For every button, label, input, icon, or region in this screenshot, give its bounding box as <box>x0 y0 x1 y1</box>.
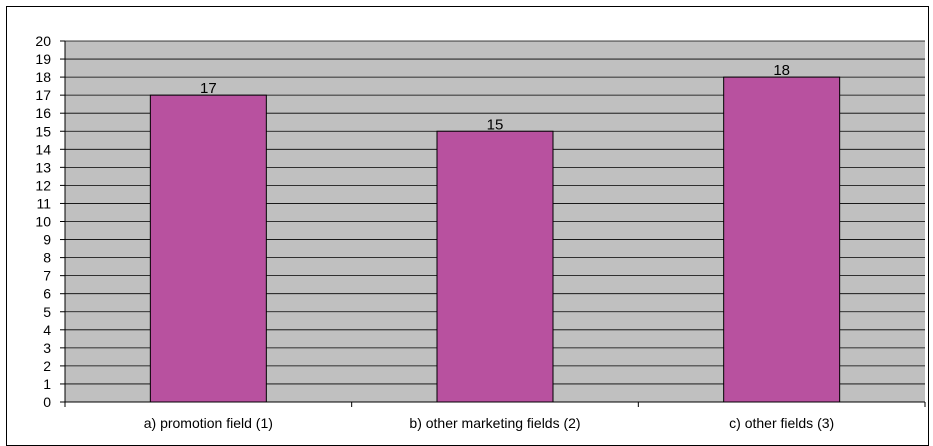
y-tick-label-1: 1 <box>43 376 51 392</box>
y-tick-label-4: 4 <box>43 322 51 338</box>
y-tick-label-2: 2 <box>43 358 51 374</box>
y-tick-label-11: 11 <box>36 195 51 211</box>
x-category-label-2: b) other marketing fields (2) <box>409 415 580 431</box>
y-tick-label-12: 12 <box>35 177 51 193</box>
y-tick-label-20: 20 <box>35 33 51 49</box>
y-tick-label-10: 10 <box>35 214 51 230</box>
y-tick-label-6: 6 <box>43 286 51 302</box>
y-tick-label-17: 17 <box>35 87 51 103</box>
y-tick-label-8: 8 <box>43 250 51 266</box>
y-tick-label-18: 18 <box>35 69 51 85</box>
data-label-1: 17 <box>200 80 217 97</box>
x-category-label-3: c) other fields (3) <box>729 415 834 431</box>
y-tick-label-13: 13 <box>35 159 51 175</box>
y-tick-label-7: 7 <box>43 268 51 284</box>
x-category-label-1: a) promotion field (1) <box>144 415 273 431</box>
y-tick-label-14: 14 <box>35 141 51 157</box>
y-tick-label-9: 9 <box>43 232 51 248</box>
bars <box>149 76 841 403</box>
y-tick-label-3: 3 <box>43 340 51 356</box>
bar-1 <box>149 94 267 403</box>
data-label-2: 15 <box>487 116 504 133</box>
x-axis-tick-labels: a) promotion field (1) b) other marketing… <box>144 415 834 431</box>
bar-2 <box>436 130 554 403</box>
y-tick-label-0: 0 <box>43 394 51 410</box>
y-tick-label-19: 19 <box>35 51 51 67</box>
y-tick-label-16: 16 <box>35 105 51 121</box>
data-labels: 17 15 18 <box>200 62 790 133</box>
y-tick-label-5: 5 <box>43 304 51 320</box>
y-tick-label-15: 15 <box>35 123 51 139</box>
data-label-3: 18 <box>773 62 790 79</box>
bar-3 <box>723 76 841 403</box>
